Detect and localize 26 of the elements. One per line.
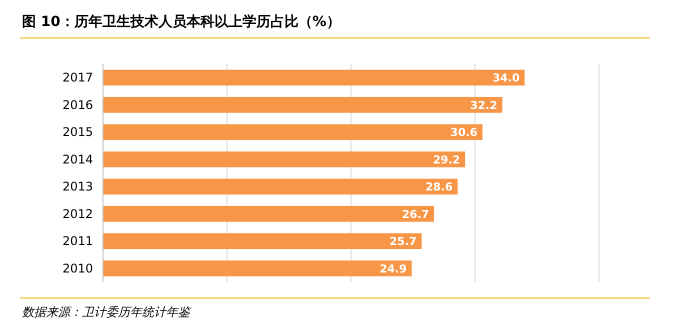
bar (103, 70, 525, 86)
y-tick-label: 2016 (62, 98, 93, 112)
bar (103, 178, 458, 195)
y-tick-label: 2013 (62, 180, 93, 194)
bar (103, 206, 434, 222)
bar (103, 151, 466, 168)
y-tick-label: 2014 (62, 152, 93, 166)
bar (103, 233, 422, 250)
y-tick-label: 2010 (62, 261, 93, 276)
data-label: 34.0 (492, 72, 520, 85)
y-tick-label: 2017 (62, 70, 93, 85)
data-label: 25.7 (390, 235, 417, 248)
data-label: 30.6 (450, 126, 478, 140)
data-label: 29.2 (432, 153, 460, 166)
y-tick-label: 2011 (62, 234, 93, 248)
data-label: 26.7 (402, 208, 430, 221)
bar (103, 260, 412, 276)
bar (103, 124, 482, 140)
data-label: 32.2 (470, 98, 498, 112)
data-label: 24.9 (380, 262, 407, 276)
y-tick-label: 2015 (62, 125, 93, 140)
source-note: 数据来源：卫计委历年统计年鉴 (22, 305, 192, 319)
y-tick-label: 2012 (62, 206, 93, 221)
chart-title: 图 10：历年卫生技术人员本科以上学历占比（%） (22, 14, 340, 30)
bar (103, 96, 502, 113)
data-label: 28.6 (426, 180, 453, 194)
